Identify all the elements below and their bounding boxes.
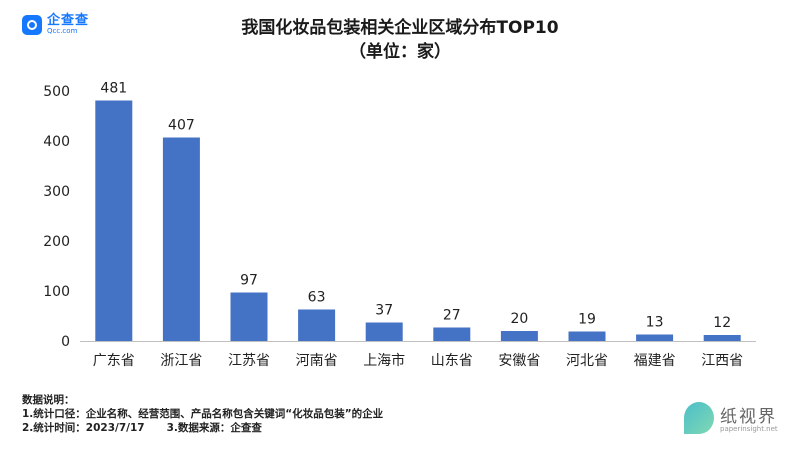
paperinsight-logo-icon xyxy=(684,402,714,434)
bar xyxy=(162,137,200,341)
x-tick-label: 上海市 xyxy=(363,352,405,369)
data-label: 407 xyxy=(168,118,195,134)
chart-title-block: 我国化妆品包装相关企业区域分布TOP10 （单位：家） xyxy=(0,16,800,64)
x-tick-label: 河北省 xyxy=(566,353,608,369)
qcc-logo-icon xyxy=(22,14,42,35)
notes-line-1: 1.统计口径：企业名称、经营范围、产品名称包含关键词“化妆品包装”的企业 xyxy=(22,408,384,420)
bar xyxy=(703,335,741,341)
bar xyxy=(500,331,538,341)
x-tick-label: 安徽省 xyxy=(498,353,540,369)
x-tick-label: 山东省 xyxy=(431,353,473,369)
brand-name: 企查查 xyxy=(47,13,90,28)
data-label: 63 xyxy=(308,290,326,306)
chart-title: 我国化妆品包装相关企业区域分布TOP10 xyxy=(241,18,559,38)
y-tick-label: 500 xyxy=(43,84,70,100)
notes-line-3: 3.数据来源：企查查 xyxy=(166,422,262,434)
y-tick-label: 0 xyxy=(61,334,70,350)
watermark-name: 纸视界 xyxy=(720,407,777,427)
y-tick-label: 300 xyxy=(43,184,70,200)
y-tick-label: 100 xyxy=(43,284,70,300)
qcc-logo: 企查查 Qcc.com xyxy=(22,14,89,35)
data-label: 481 xyxy=(100,81,127,97)
data-label: 27 xyxy=(443,308,461,324)
x-tick-label: 河南省 xyxy=(296,353,338,369)
bar xyxy=(365,322,403,341)
bar xyxy=(230,292,268,341)
data-label: 20 xyxy=(510,311,528,327)
bar xyxy=(433,327,471,341)
notes-heading: 数据说明： xyxy=(22,394,75,406)
x-tick-label: 广东省 xyxy=(93,353,135,369)
data-label: 97 xyxy=(240,273,258,289)
bar xyxy=(95,100,133,341)
y-tick-label: 400 xyxy=(43,134,70,150)
x-tick-label: 福建省 xyxy=(634,353,676,369)
x-tick-label: 江苏省 xyxy=(228,353,270,369)
data-label: 37 xyxy=(375,303,393,319)
watermark-url: paperinsight.net xyxy=(720,425,778,433)
paperinsight-watermark: 纸视界 paperinsight.net xyxy=(684,400,784,440)
bar xyxy=(298,309,336,341)
data-label: 12 xyxy=(713,315,731,331)
brand-sub: Qcc.com xyxy=(47,27,78,35)
x-tick-label: 江西省 xyxy=(701,353,743,369)
y-tick-label: 200 xyxy=(43,234,70,250)
chart-subtitle: （单位：家） xyxy=(349,42,451,62)
data-label: 19 xyxy=(578,312,596,328)
data-notes: 数据说明： 1.统计口径：企业名称、经营范围、产品名称包含关键词“化妆品包装”的… xyxy=(22,393,383,435)
notes-line-2: 2.统计时间：2023/7/17 xyxy=(22,422,145,434)
bar xyxy=(568,331,606,341)
bar xyxy=(636,334,674,341)
data-label: 13 xyxy=(646,315,664,331)
x-tick-label: 浙江省 xyxy=(160,353,202,369)
